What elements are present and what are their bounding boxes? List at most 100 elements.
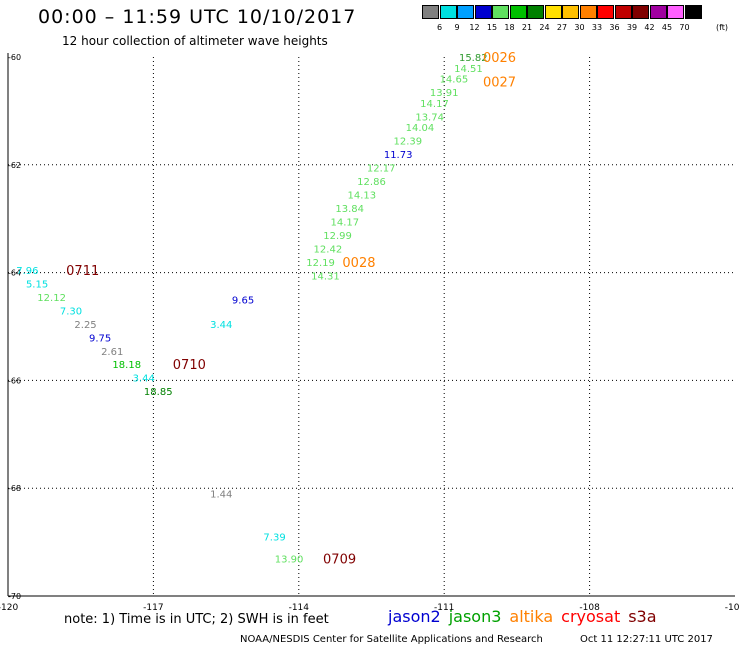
tick-labels: -120 -117 -114 -111 -108 -105 -60 -62 -64 -66 -68 -… xyxy=(0,53,740,613)
scale-swatch xyxy=(509,5,527,19)
pass-time-label: 0709 xyxy=(323,552,356,567)
pass-time-label: 0027 xyxy=(483,75,516,90)
swh-value-label: 12.42 xyxy=(314,244,343,255)
swh-value-label: 14.65 xyxy=(440,75,469,86)
scale-label: 45 xyxy=(661,23,673,32)
scale-swatch xyxy=(527,5,544,19)
y-tick-label: -66 xyxy=(8,376,21,385)
scale-label: 15 xyxy=(486,23,498,32)
scale-swatch xyxy=(562,5,579,19)
swh-value-label: 14.17 xyxy=(420,99,449,110)
x-tick-label: -120 xyxy=(0,603,18,613)
swh-value-label: 12.17 xyxy=(367,163,396,174)
scale-label: 30 xyxy=(574,23,585,32)
pass-time-labels: 0026 0027 0028 0711 0710 0709 xyxy=(66,51,516,567)
swh-value-label: 18.85 xyxy=(144,387,173,398)
swh-value-label: 7.30 xyxy=(60,306,82,317)
swh-value-label: 13.90 xyxy=(275,554,304,565)
scale-label: 27 xyxy=(556,23,568,32)
swh-value-label: 14.13 xyxy=(347,190,376,201)
scale-swatch xyxy=(632,5,649,19)
credit-text: NOAA/NESDIS Center for Satellite Applica… xyxy=(240,634,543,645)
scale-swatch xyxy=(439,5,457,19)
swh-value-label: 2.61 xyxy=(101,347,123,358)
swh-value-label: 14.04 xyxy=(406,123,435,134)
swh-value-label: 12.39 xyxy=(394,137,423,148)
scale-label: 24 xyxy=(539,23,550,32)
scale-swatch xyxy=(597,5,614,19)
x-tick-label: -105 xyxy=(725,603,740,613)
scale-label: 21 xyxy=(521,23,533,32)
scale-label: 6 xyxy=(436,23,443,32)
scale-swatch xyxy=(492,5,509,19)
y-tick-label: -68 xyxy=(8,484,21,493)
legend-s3a: s3a xyxy=(628,607,657,626)
swh-value-label: 14.17 xyxy=(331,217,360,228)
y-tick-label: -62 xyxy=(8,161,21,170)
swh-value-label: 3.44 xyxy=(133,374,155,385)
scale-swatch xyxy=(614,5,632,19)
wave-height-values: 15.8214.5114.6513.9114.1713.7414.0412.39… xyxy=(16,53,487,565)
swh-value-label: 12.86 xyxy=(357,177,386,188)
swh-value-label: 15.82 xyxy=(459,53,488,64)
y-tick-label: -64 xyxy=(8,269,21,278)
x-tick-label: -114 xyxy=(289,603,310,613)
scale-swatch xyxy=(667,5,684,19)
legend-altika: altika xyxy=(509,607,554,626)
swh-value-label: 12.12 xyxy=(37,293,66,304)
swh-value-label: 9.75 xyxy=(89,333,111,344)
scale-swatch xyxy=(579,5,597,19)
scale-unit-label: (ft) xyxy=(716,23,729,32)
scale-label: 12 xyxy=(469,23,480,32)
pass-time-label: 0026 xyxy=(483,51,516,66)
swh-value-label: 1.44 xyxy=(210,490,232,501)
swh-value-label: 9.65 xyxy=(232,296,254,307)
pass-time-label: 0711 xyxy=(66,264,99,279)
swh-value-label: 14.51 xyxy=(454,64,483,75)
x-tick-label: -108 xyxy=(579,603,600,613)
scale-swatch xyxy=(684,5,702,19)
swh-value-label: 13.74 xyxy=(415,112,444,123)
x-tick-label: -111 xyxy=(434,603,454,613)
legend-jason3: jason3 xyxy=(448,607,502,626)
swh-value-label: 13.91 xyxy=(430,88,459,99)
scale-swatch xyxy=(544,5,562,19)
scale-swatch xyxy=(649,5,667,19)
scale-label: 70 xyxy=(679,23,690,32)
scale-swatch xyxy=(474,5,492,19)
chart-title: 00:00 – 11:59 UTC 10/10/2017 xyxy=(38,6,357,28)
scale-label: 42 xyxy=(644,23,655,32)
pass-time-label: 0710 xyxy=(173,358,206,373)
axis-frame xyxy=(7,53,735,597)
y-tick-label: -60 xyxy=(8,53,21,62)
generated-timestamp: Oct 11 12:27:11 UTC 2017 xyxy=(580,634,713,645)
legend-jason2: jason2 xyxy=(388,607,441,626)
chart-subtitle: 12 hour collection of altimeter wave hei… xyxy=(62,34,328,48)
swh-value-label: 7.96 xyxy=(16,266,38,277)
swh-value-label: 12.19 xyxy=(306,258,335,269)
mission-legend: jason2 jason3 altika cryosat s3a xyxy=(388,607,665,626)
swh-value-label: 3.44 xyxy=(210,320,232,331)
scale-swatch xyxy=(422,5,439,19)
scale-label: 33 xyxy=(591,23,603,32)
swh-value-label: 13.84 xyxy=(335,204,364,215)
x-tick-label: -117 xyxy=(143,603,163,613)
pass-time-label: 0028 xyxy=(342,256,375,271)
swh-value-label: 18.18 xyxy=(112,360,141,371)
scale-swatch xyxy=(457,5,474,19)
scale-label: 9 xyxy=(454,23,460,32)
swh-value-label: 7.39 xyxy=(263,533,285,544)
y-tick-label: -70 xyxy=(8,592,21,601)
swh-value-label: 14.31 xyxy=(311,271,340,282)
note-text: note: 1) Time is in UTC; 2) SWH is in fe… xyxy=(64,612,329,627)
scale-label: 36 xyxy=(609,23,620,32)
scale-label: 18 xyxy=(504,23,515,32)
legend-cryosat: cryosat xyxy=(561,607,621,626)
swh-value-label: 12.99 xyxy=(323,231,352,242)
scale-label: 39 xyxy=(626,23,638,32)
swh-value-label: 11.73 xyxy=(384,150,413,161)
swh-value-label: 2.25 xyxy=(74,320,96,331)
grid xyxy=(8,57,735,596)
swh-value-label: 5.15 xyxy=(26,279,48,290)
